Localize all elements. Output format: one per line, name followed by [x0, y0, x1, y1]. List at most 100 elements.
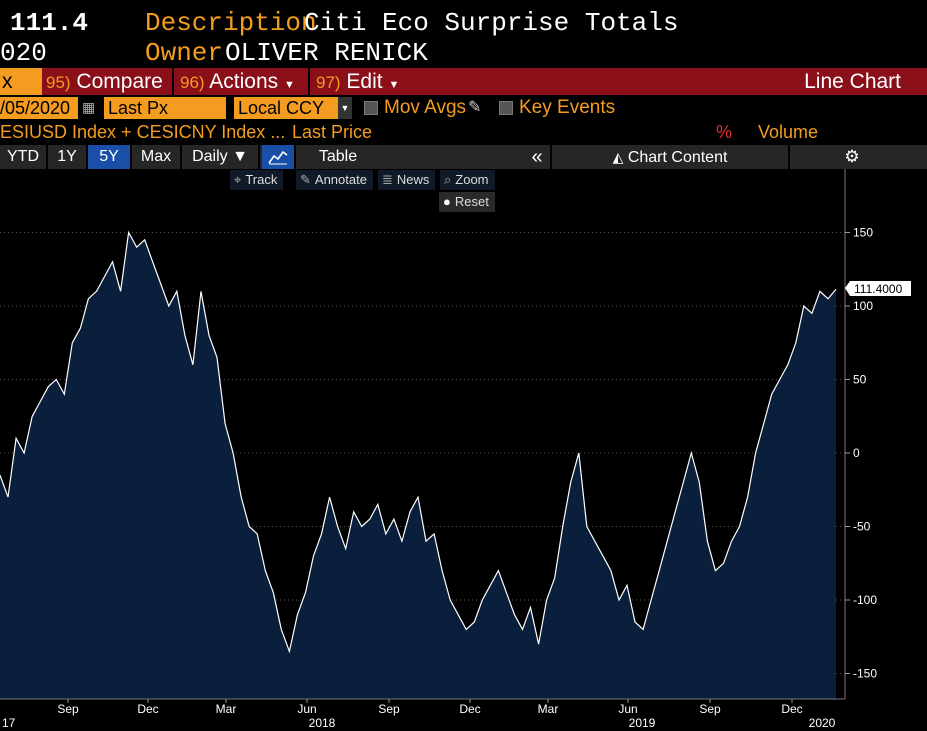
actions-button[interactable]: 96) Actions ▼ — [180, 68, 306, 95]
compare-number: 95) — [46, 73, 71, 92]
line-chart[interactable]: 150 100 50 0 -50 -100 -150 Sep Dec Mar Jun Sep Dec M… — [0, 169, 927, 731]
owner-label: Owner — [145, 38, 224, 68]
y-tick-label: 150 — [853, 226, 873, 240]
y-axis: 150 100 50 0 -50 -100 -150 — [845, 226, 877, 681]
start-date-input[interactable]: /05/2020 — [0, 97, 78, 119]
x-tick-label: Dec — [459, 702, 480, 716]
x-tick-label: Jun — [297, 702, 316, 716]
toolbar-divider — [172, 68, 174, 95]
series-line — [0, 230, 837, 654]
collapse-icon[interactable]: « — [524, 145, 550, 169]
x-year-label: 17 — [2, 716, 16, 730]
compare-label: Compare — [76, 70, 163, 93]
tab-divider — [550, 145, 552, 169]
description-label: Description — [145, 8, 317, 38]
legend-row: ESIUSD Index + CESICNY Index ... Last Pr… — [0, 121, 927, 144]
tab-divider — [86, 145, 88, 169]
tab-max[interactable]: Max — [132, 145, 180, 169]
chart-type-label[interactable]: Line Chart — [804, 68, 901, 95]
last-value: 111.4 — [10, 8, 89, 38]
track-button[interactable]: ⌖ Track — [230, 170, 284, 190]
mov-avgs-label: Mov Avgs — [384, 97, 467, 118]
key-events-label: Key Events — [519, 97, 616, 118]
edit-button[interactable]: 97) Edit ▼ — [316, 68, 408, 95]
calendar-icon[interactable]: ▦ — [82, 99, 96, 115]
x-tick-label: Dec — [137, 702, 158, 716]
chart-settings-row: /05/2020 ▦ Last Px Local CCY ▼ Mov Avgs … — [0, 95, 927, 121]
security-header: 111.4 020 Description Citi Eco Surprise … — [0, 0, 927, 68]
zoom-button[interactable]: ⌕ Zoom — [440, 170, 495, 190]
tab-divider — [788, 145, 790, 169]
percent-label[interactable]: % — [716, 122, 733, 142]
compare-button[interactable]: 95) Compare — [46, 68, 170, 95]
range-tab-bar: YTD 1Y 5Y Max Daily ▼ Table « ◭ Chart Co… — [0, 145, 927, 169]
security-input[interactable]: x — [0, 68, 42, 95]
pencil-icon[interactable]: ✎ — [468, 99, 482, 116]
tab-divider — [130, 145, 132, 169]
x-tick-label: Dec — [781, 702, 802, 716]
zoom-label: Zoom — [455, 172, 489, 187]
tab-ytd[interactable]: YTD — [0, 145, 46, 169]
x-tick-label: Sep — [57, 702, 79, 716]
tab-divider — [180, 145, 182, 169]
tab-divider — [46, 145, 48, 169]
chart-content-button[interactable]: ◭ Chart Content — [552, 145, 788, 169]
y-tick-label: 0 — [853, 446, 860, 460]
securities-label[interactable]: ESIUSD Index + CESICNY Index ... — [0, 122, 286, 142]
volume-label[interactable]: Volume — [758, 122, 819, 142]
edit-caret-icon: ▼ — [388, 79, 400, 91]
toolbar-divider — [308, 68, 310, 95]
pencil-small-icon: ✎ — [300, 172, 311, 187]
tab-5y[interactable]: 5Y — [88, 145, 130, 169]
x-tick-label: Sep — [699, 702, 721, 716]
last-value-marker: 111.4000 — [845, 281, 911, 296]
chart-content-icon: ◭ — [612, 149, 624, 165]
table-button[interactable]: Table — [296, 145, 380, 169]
x-tick-label: Jun — [618, 702, 637, 716]
line-chart-icon[interactable] — [262, 145, 294, 169]
key-events-checkbox[interactable] — [499, 101, 513, 115]
date-fragment: 020 — [0, 38, 47, 68]
price-field-label[interactable]: Last Price — [292, 122, 373, 142]
x-tick-label: Mar — [216, 702, 237, 716]
x-axis: Sep Dec Mar Jun Sep Dec Mar Jun Sep Dec 17 2018 2019… — [2, 699, 836, 730]
news-label: News — [396, 172, 430, 187]
frequency-select[interactable]: Daily ▼ — [182, 145, 258, 169]
y-tick-label: -150 — [853, 667, 877, 681]
description-value: Citi Eco Surprise Totals — [304, 8, 679, 38]
last-value-box — [845, 281, 911, 296]
x-year-label: 2019 — [629, 716, 656, 730]
annotate-label: Annotate — [314, 172, 367, 187]
chart-content-label: Chart Content — [627, 149, 728, 166]
y-tick-label: 100 — [853, 299, 873, 313]
owner-value: OLIVER RENICK — [225, 38, 428, 68]
news-button[interactable]: ≣ News — [378, 170, 436, 190]
series-area — [0, 232, 836, 699]
currency-dropdown-icon[interactable]: ▼ — [338, 97, 352, 119]
tab-1y[interactable]: 1Y — [48, 145, 86, 169]
y-tick-label: 50 — [853, 373, 867, 387]
field-input[interactable]: Last Px — [104, 97, 226, 119]
track-label: Track — [245, 172, 278, 187]
x-year-label: 2020 — [809, 716, 836, 730]
crosshair-icon: ⌖ — [234, 172, 242, 187]
y-tick-label: -100 — [853, 593, 877, 607]
mov-avgs-checkbox[interactable] — [364, 101, 378, 115]
actions-label: Actions — [209, 70, 279, 93]
annotate-button[interactable]: ✎ Annotate — [296, 170, 373, 190]
edit-number: 97) — [316, 73, 341, 92]
currency-select[interactable]: Local CCY — [234, 97, 338, 119]
gear-icon[interactable]: ⚙ — [836, 145, 868, 169]
tab-divider — [258, 145, 260, 169]
reset-label: Reset — [454, 194, 489, 209]
x-tick-label: Mar — [538, 702, 559, 716]
y-tick-label: -50 — [853, 520, 871, 534]
reset-button[interactable]: ● Reset — [439, 192, 495, 212]
x-year-label: 2018 — [309, 716, 336, 730]
last-value-label: 111.4000 — [854, 282, 903, 296]
tab-divider — [294, 145, 296, 169]
edit-label: Edit — [346, 70, 383, 93]
news-icon: ≣ — [382, 172, 393, 187]
actions-caret-icon: ▼ — [283, 79, 295, 91]
zoom-icon: ⌕ — [444, 172, 452, 187]
